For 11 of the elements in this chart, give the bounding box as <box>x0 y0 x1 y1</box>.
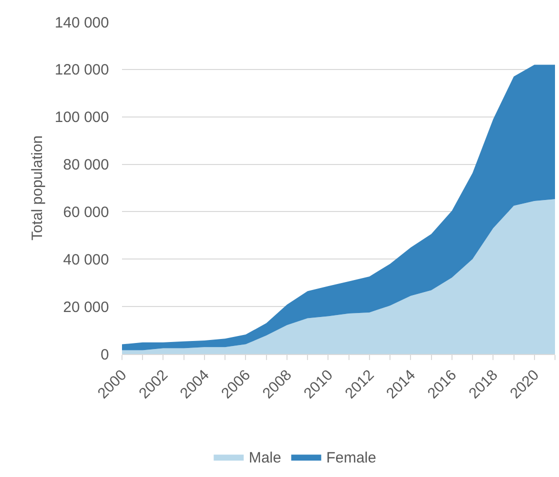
legend-label: Male <box>248 449 282 466</box>
y-tick-label: 0 <box>100 346 109 364</box>
legend-label: Female <box>326 449 376 466</box>
y-tick-label: 40 000 <box>63 251 109 268</box>
y-tick-label: 120 000 <box>54 62 109 79</box>
y-axis-title: Total population <box>29 135 46 241</box>
y-tick-label: 100 000 <box>54 109 109 126</box>
y-tick-label: 140 000 <box>54 14 109 32</box>
y-tick-label: 20 000 <box>63 298 109 316</box>
y-tick-label: 80 000 <box>63 156 109 174</box>
y-tick-label: 60 000 <box>63 204 109 221</box>
